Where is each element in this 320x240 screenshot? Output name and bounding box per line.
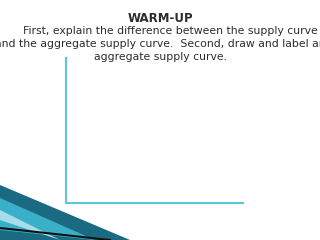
Polygon shape bbox=[0, 185, 130, 240]
Text: First, explain the difference between the supply curve: First, explain the difference between th… bbox=[2, 26, 318, 36]
Polygon shape bbox=[0, 198, 95, 240]
Polygon shape bbox=[0, 210, 60, 240]
Text: and the aggregate supply curve.  Second, draw and label an: and the aggregate supply curve. Second, … bbox=[0, 39, 320, 49]
Text: aggregate supply curve.: aggregate supply curve. bbox=[93, 52, 227, 62]
Text: WARM-UP: WARM-UP bbox=[127, 12, 193, 25]
